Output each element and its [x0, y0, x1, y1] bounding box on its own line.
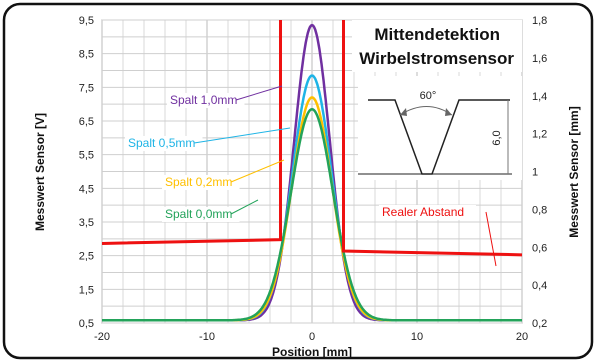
series-label-spalt-0-0mm: Spalt 0,0mm — [165, 207, 232, 221]
y-tick-label: 2,5 — [79, 251, 94, 263]
y-tick-label: 8,5 — [79, 49, 94, 61]
leader-line-spalt-1-0mm — [235, 85, 283, 101]
y2-tick-label: 1,6 — [532, 53, 547, 65]
x-tick-label: -10 — [199, 331, 215, 343]
y-axis-ticks: 0,5 1,5 2,5 3,5 4,5 5,5 6,5 7,5 8,5 9,5 — [79, 15, 94, 330]
y-tick-label: 1,5 — [79, 284, 94, 296]
y-tick-label: 6,5 — [79, 116, 94, 128]
leader-line-realer-abstand — [485, 211, 497, 267]
y-tick-label: 4,5 — [79, 183, 94, 195]
y2-tick-label: 0,8 — [532, 204, 547, 216]
y-tick-label: 0,5 — [79, 318, 94, 330]
leader-line-spalt-0-5mm — [193, 127, 291, 144]
x-axis-label: Position [mm] — [272, 345, 352, 359]
x-tick-label: 0 — [309, 331, 315, 343]
series-label-realer-abstand: Realer Abstand — [382, 205, 464, 219]
series-labels: Spalt 1,0mm Spalt 0,5mm Spalt 0,2mm Spalt 0… — [125, 85, 497, 267]
series-label-spalt-0-5mm: Spalt 0,5mm — [128, 136, 195, 150]
y2-axis-label: Messwert Sensor [mm] — [567, 106, 581, 237]
title-background — [352, 20, 522, 72]
y-tick-label: 5,5 — [79, 150, 94, 162]
leader-line-spalt-0-2mm — [230, 159, 285, 183]
series-label-bg-spalt-0-2mm — [162, 175, 240, 190]
y-axis-label: Messwert Sensor [V] — [33, 113, 47, 231]
y2-tick-label: 0,2 — [532, 318, 547, 330]
depth-label: 6,0 — [491, 130, 503, 145]
y2-tick-label: 0,4 — [532, 280, 547, 292]
y2-tick-label: 1,8 — [532, 15, 547, 27]
groove-inset: 60° 6,0 — [358, 76, 522, 180]
y-tick-label: 3,5 — [79, 217, 94, 229]
series-label-bg-spalt-0-5mm — [125, 136, 203, 151]
series-label-bg-realer-abstand — [379, 205, 476, 220]
x-tick-label: -20 — [94, 331, 110, 343]
y2-tick-label: 1,4 — [532, 91, 547, 103]
series-line-realer-abstand — [102, 20, 522, 257]
series-label-bg-spalt-0-0mm — [162, 207, 240, 222]
y2-tick-label: 1 — [532, 167, 538, 179]
series-group — [102, 20, 522, 322]
chart-title: Mittendetektion — [374, 25, 500, 44]
y2-tick-label: 1,2 — [532, 129, 547, 141]
y-tick-label: 7,5 — [79, 82, 94, 94]
series-label-spalt-0-2mm: Spalt 0,2mm — [165, 175, 232, 189]
leader-line-spalt-0-0mm — [230, 199, 259, 215]
x-axis-ticks: -20 -10 0 10 20 — [94, 331, 528, 343]
y-tick-label: 9,5 — [79, 15, 94, 27]
angle-label: 60° — [420, 90, 437, 102]
x-tick-label: 10 — [411, 331, 423, 343]
y2-tick-label: 0,6 — [532, 242, 547, 254]
series-label-bg-spalt-1-0mm — [167, 93, 245, 108]
chart-subtitle: Wirbelstromsensor — [359, 49, 514, 68]
y2-axis-ticks: 0,2 0,4 0,6 0,8 1 1,2 1,4 1,6 1,8 — [532, 15, 547, 330]
series-line-spalt-0-0mm — [102, 107, 522, 322]
x-tick-label: 20 — [516, 331, 528, 343]
series-label-spalt-1-0mm: Spalt 1,0mm — [170, 93, 237, 107]
